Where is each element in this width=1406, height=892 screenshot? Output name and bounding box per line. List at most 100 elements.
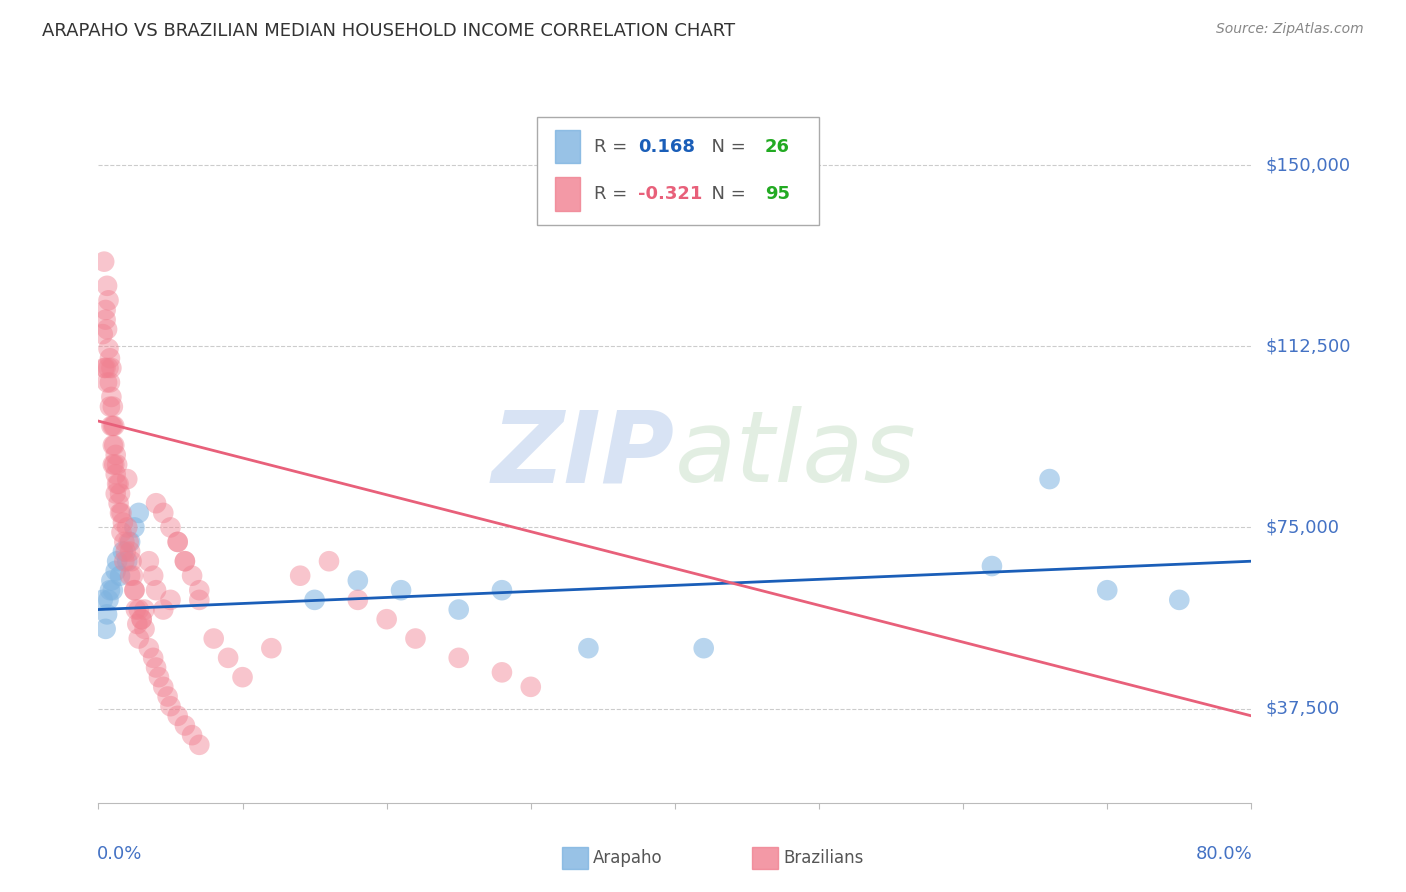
Point (103, 419, 125, 434)
Point (174, 554, 197, 568)
Point (145, 583, 167, 598)
Point (100, 574, 122, 588)
Point (128, 632, 150, 646)
Point (97, 361, 120, 376)
Point (100, 419, 122, 434)
Point (346, 574, 368, 588)
Point (128, 602, 150, 616)
Point (114, 544, 136, 558)
Point (97, 293, 120, 308)
Point (389, 583, 412, 598)
Point (96, 322, 118, 336)
Point (491, 665, 513, 680)
Point (145, 496, 167, 510)
Point (101, 583, 124, 598)
Text: N =: N = (700, 137, 752, 156)
Point (101, 419, 124, 434)
Point (107, 496, 129, 510)
Point (117, 472, 138, 486)
Text: N =: N = (700, 185, 752, 203)
Point (125, 602, 148, 616)
Point (520, 680, 543, 694)
Point (447, 602, 470, 616)
Point (128, 506, 150, 520)
Point (112, 534, 135, 549)
Point (156, 690, 179, 704)
Point (120, 534, 142, 549)
Point (108, 486, 131, 500)
Text: $150,000: $150,000 (1265, 156, 1350, 174)
Point (152, 602, 174, 616)
Point (1097, 583, 1119, 598)
Point (375, 612, 398, 626)
Point (693, 641, 716, 656)
Point (138, 641, 160, 656)
Point (121, 554, 143, 568)
Point (105, 476, 128, 491)
Point (91, 327, 114, 342)
Point (93, 254, 115, 268)
Point (93, 361, 115, 376)
Point (159, 592, 181, 607)
Text: 26: 26 (765, 137, 790, 156)
Point (97, 592, 120, 607)
Point (94, 622, 117, 636)
Point (117, 520, 138, 534)
Point (131, 612, 153, 626)
FancyBboxPatch shape (555, 130, 581, 163)
Point (152, 506, 174, 520)
Point (100, 390, 122, 404)
Point (96, 376, 118, 390)
Point (108, 506, 131, 520)
Point (117, 554, 138, 568)
Point (94, 361, 117, 376)
Text: $37,500: $37,500 (1265, 699, 1340, 717)
Point (134, 602, 156, 616)
Point (447, 651, 470, 665)
Point (124, 520, 146, 534)
Point (98, 376, 121, 390)
Point (111, 544, 134, 558)
Point (111, 516, 134, 530)
Point (104, 467, 127, 482)
FancyBboxPatch shape (537, 118, 818, 226)
Point (101, 400, 124, 414)
Point (981, 559, 1004, 574)
Point (104, 448, 127, 462)
Point (105, 458, 128, 472)
Point (108, 568, 131, 582)
Point (104, 486, 127, 500)
Text: R =: R = (595, 137, 633, 156)
Text: R =: R = (595, 185, 633, 203)
Text: Source: ZipAtlas.com: Source: ZipAtlas.com (1216, 22, 1364, 37)
Text: 80.0%: 80.0% (1195, 845, 1253, 863)
Point (100, 361, 122, 376)
Point (94, 303, 117, 318)
Point (120, 544, 142, 558)
Point (103, 438, 125, 452)
Point (127, 617, 149, 632)
Point (1038, 472, 1062, 486)
Point (304, 592, 326, 607)
Point (166, 708, 188, 723)
Point (166, 534, 188, 549)
Point (318, 554, 340, 568)
Text: -0.321: -0.321 (638, 185, 703, 203)
Point (260, 641, 283, 656)
Point (112, 554, 135, 568)
Point (124, 583, 146, 598)
Point (181, 568, 204, 582)
Point (159, 520, 181, 534)
Point (122, 568, 145, 582)
Point (120, 568, 142, 582)
Text: 0.0%: 0.0% (97, 845, 142, 863)
Point (174, 554, 197, 568)
Point (110, 525, 132, 540)
Point (188, 592, 211, 607)
Point (103, 458, 125, 472)
Point (217, 651, 239, 665)
Point (1168, 592, 1191, 607)
Text: 0.168: 0.168 (638, 137, 695, 156)
FancyBboxPatch shape (555, 178, 581, 211)
Point (142, 568, 165, 582)
